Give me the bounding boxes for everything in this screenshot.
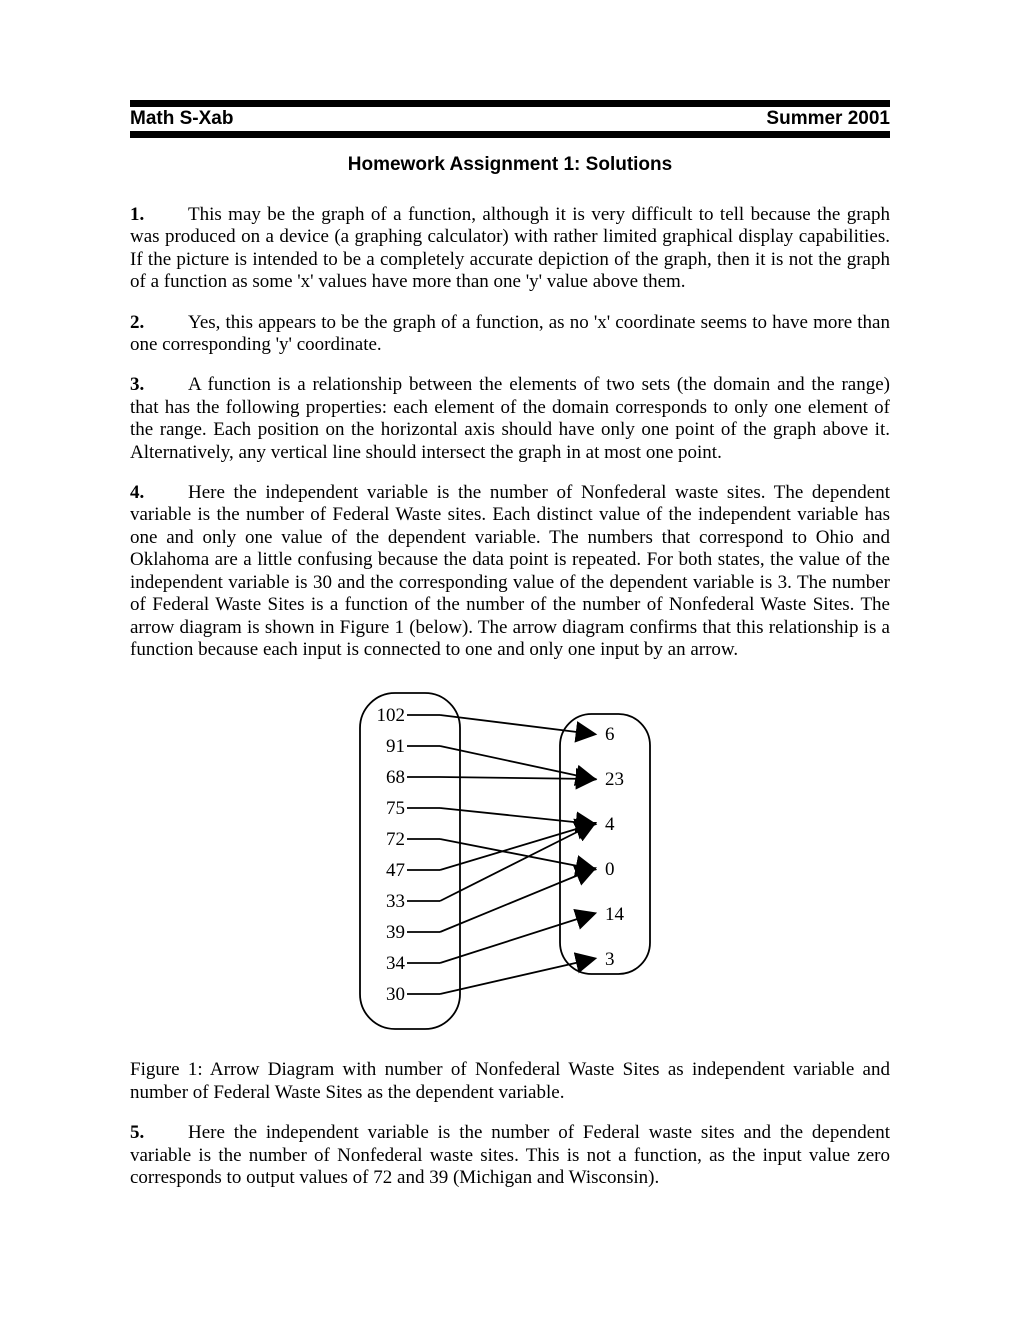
course-code: Math S-Xab [130, 108, 233, 130]
svg-text:39: 39 [386, 922, 405, 943]
answer-1-number: 1. [130, 204, 188, 226]
svg-text:33: 33 [386, 891, 405, 912]
svg-text:68: 68 [386, 767, 405, 788]
answer-3-number: 3. [130, 374, 188, 396]
answer-5-text: Here the independent variable is the num… [130, 1122, 890, 1188]
term: Summer 2001 [766, 108, 890, 130]
answer-3: 3.A function is a relationship between t… [130, 374, 890, 464]
answer-4-number: 4. [130, 482, 188, 504]
svg-text:91: 91 [386, 736, 405, 757]
answer-4: 4.Here the independent variable is the n… [130, 482, 890, 661]
answer-3-text: A function is a relationship between the… [130, 374, 890, 462]
answer-4-text: Here the independent variable is the num… [130, 482, 890, 660]
answer-1: 1.This may be the graph of a function, a… [130, 204, 890, 294]
svg-text:75: 75 [386, 798, 405, 819]
svg-text:102: 102 [377, 705, 406, 726]
arrow-diagram-svg: 10291687572473339343062340143 [350, 679, 670, 1039]
svg-text:0: 0 [605, 859, 615, 880]
answer-2-text: Yes, this appears to be the graph of a f… [130, 312, 890, 355]
svg-text:14: 14 [605, 904, 625, 925]
answer-2-number: 2. [130, 312, 188, 334]
svg-text:47: 47 [386, 860, 405, 881]
svg-text:23: 23 [605, 769, 624, 790]
figure-1-caption: Figure 1: Arrow Diagram with number of N… [130, 1059, 890, 1104]
page: Math S-Xab Summer 2001 Homework Assignme… [0, 0, 1020, 1320]
svg-text:6: 6 [605, 724, 615, 745]
header-rule-bottom [130, 131, 890, 138]
answer-1-text: This may be the graph of a function, alt… [130, 204, 890, 292]
svg-text:3: 3 [605, 949, 615, 970]
header-rule-top [130, 100, 890, 107]
svg-text:30: 30 [386, 984, 405, 1005]
svg-text:72: 72 [386, 829, 405, 850]
answer-5-number: 5. [130, 1122, 188, 1144]
arrow-diagram: 10291687572473339343062340143 [130, 679, 890, 1039]
answer-5: 5.Here the independent variable is the n… [130, 1122, 890, 1189]
answer-2: 2.Yes, this appears to be the graph of a… [130, 312, 890, 357]
svg-text:4: 4 [605, 814, 615, 835]
header-row: Math S-Xab Summer 2001 [130, 107, 890, 131]
svg-text:34: 34 [386, 953, 406, 974]
page-title: Homework Assignment 1: Solutions [130, 154, 890, 176]
